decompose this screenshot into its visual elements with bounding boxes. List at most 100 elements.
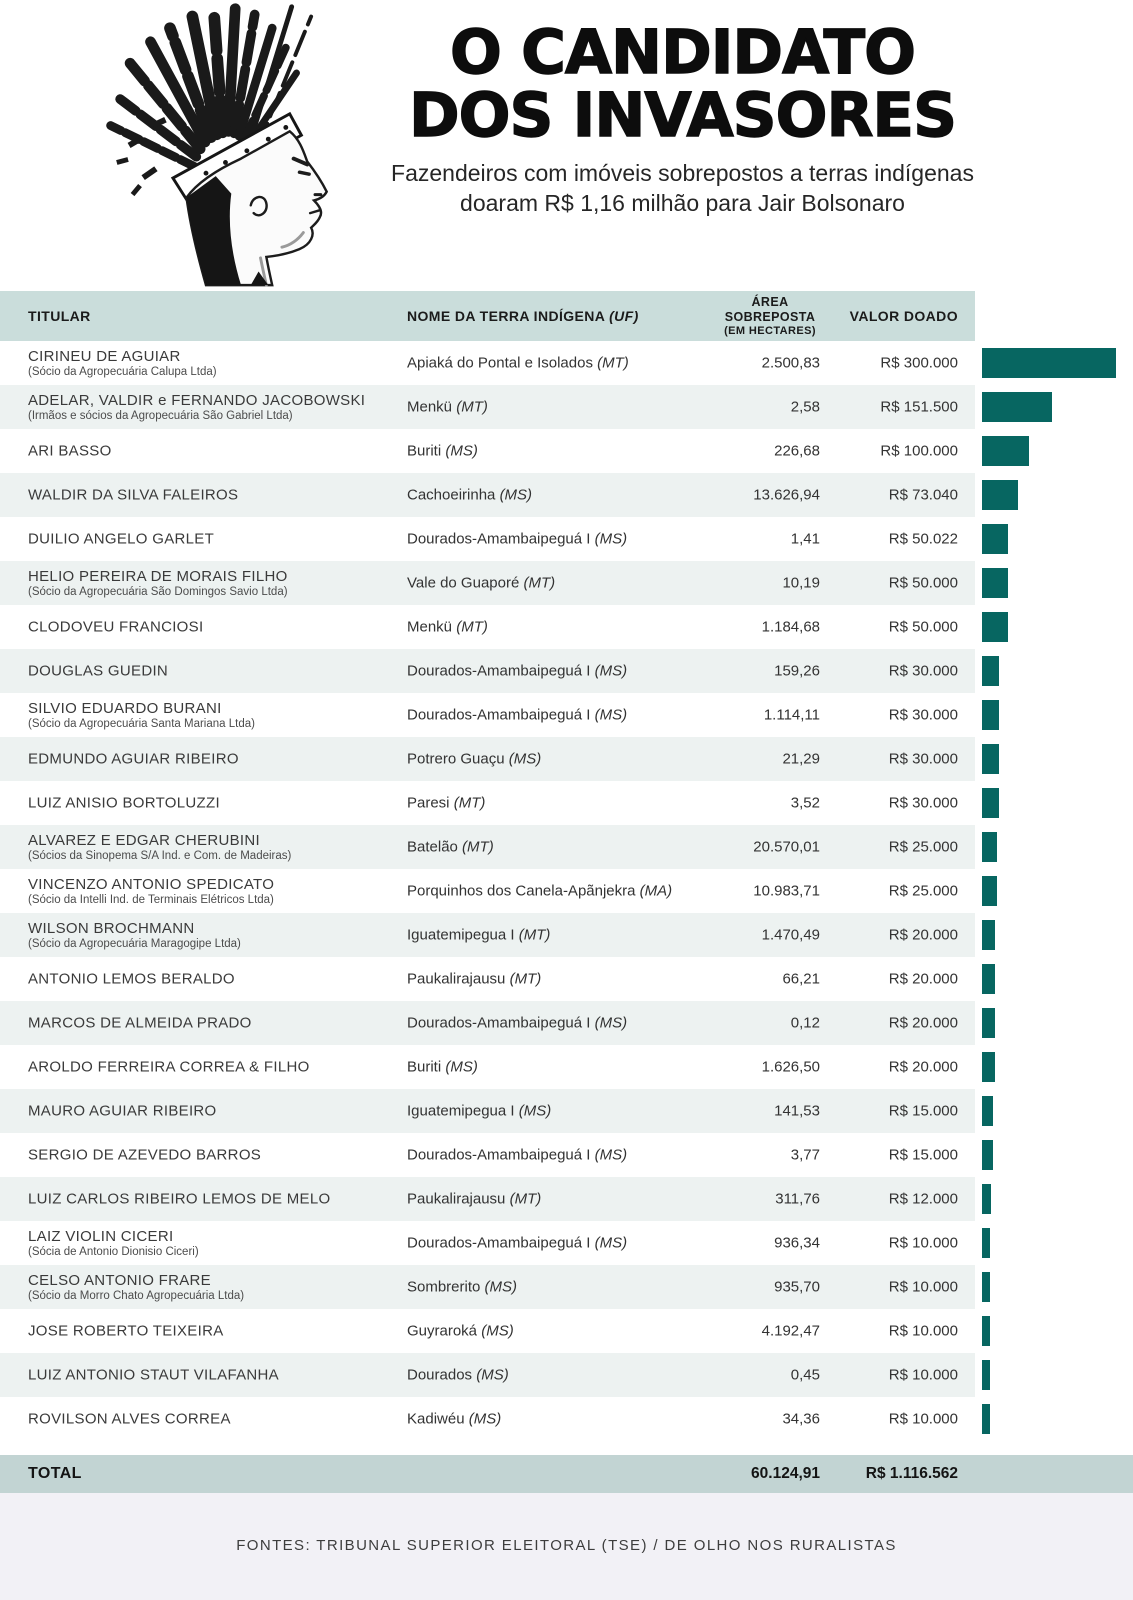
titular-name: MAURO AGUIAR RIBEIRO <box>28 1102 217 1120</box>
titular-cell: SILVIO EDUARDO BURANI (Sócio da Agropecuá… <box>28 700 393 730</box>
donation-bar <box>982 656 999 686</box>
collar-icon <box>250 271 269 286</box>
titular-name: LUIZ CARLOS RIBEIRO LEMOS DE MELO <box>28 1190 331 1208</box>
titular-cell: CELSO ANTONIO FRARE (Sócio da Morro Chato… <box>28 1272 393 1302</box>
donation-bar <box>982 1272 990 1302</box>
valor-cell: R$ 300.000 <box>880 354 958 372</box>
table-row: ARI BASSO Buriti (MS) 226,68 R$ 100.000 <box>0 429 1133 473</box>
terra-name: Dourados-Amambaipeguá I <box>407 1014 591 1032</box>
terra-cell: Vale do Guaporé (MT) <box>407 575 707 592</box>
terra-cell: Menkü (MT) <box>407 619 707 636</box>
terra-uf: (MS) <box>594 1014 628 1032</box>
donation-bar <box>982 1316 990 1346</box>
titular-cell: ROVILSON ALVES CORREA <box>28 1411 393 1428</box>
terra-name: Dourados <box>407 1366 473 1384</box>
titular-cell: HELIO PEREIRA DE MORAIS FILHO (Sócio da A… <box>28 568 393 598</box>
area-cell: 141,53 <box>774 1102 820 1120</box>
table-row: CIRINEU DE AGUIAR (Sócio da Agropecuária … <box>0 341 1133 385</box>
donations-table: TITULAR NOME DA TERRA INDÍGENA (UF) ÁREA… <box>0 291 1133 1493</box>
table-row: JOSE ROBERTO TEIXEIRA Guyraroká (MS) 4.192… <box>0 1309 1133 1353</box>
area-cell: 1.114,11 <box>763 706 820 724</box>
terra-cell: Kadiwéu (MS) <box>407 1411 707 1428</box>
terra-cell: Dourados-Amambaipeguá I (MS) <box>407 1015 707 1032</box>
titular-name: ANTONIO LEMOS BERALDO <box>28 970 235 988</box>
titular-cell: LUIZ CARLOS RIBEIRO LEMOS DE MELO <box>28 1191 393 1208</box>
titular-subtitle: (Sócio da Agropecuária Santa Mariana Ltd… <box>28 718 255 730</box>
terra-uf: (MT) <box>597 354 629 372</box>
table-row: SERGIO DE AZEVEDO BARROS Dourados-Amambai… <box>0 1133 1133 1177</box>
valor-cell: R$ 30.000 <box>888 750 958 768</box>
donation-bar <box>982 876 997 906</box>
area-cell: 1.184,68 <box>761 618 820 636</box>
area-cell: 2,58 <box>790 398 820 416</box>
valor-cell: R$ 30.000 <box>888 706 958 724</box>
terra-name: Iguatemipegua I <box>407 926 515 944</box>
titular-name: ADELAR, VALDIR e FERNANDO JACOBOWSKI <box>28 392 366 409</box>
total-area-value: 60.124,91 <box>751 1465 820 1482</box>
area-cell: 4.192,47 <box>761 1322 820 1340</box>
column-header-area-line3: (EM HECTARES) <box>724 324 816 337</box>
valor-cell: R$ 20.000 <box>888 1058 958 1076</box>
terra-uf: (MT) <box>523 574 556 592</box>
terra-name: Dourados-Amambaipeguá I <box>407 662 591 680</box>
titular-cell: LUIZ ANTONIO STAUT VILAFANHA <box>28 1367 393 1384</box>
terra-cell: Paresi (MT) <box>407 795 707 812</box>
column-header-area-line2: SOBREPOSTA <box>724 309 816 324</box>
titular-name: AROLDO FERREIRA CORREA & FILHO <box>28 1058 310 1076</box>
donation-bar <box>982 744 999 774</box>
terra-cell: Buriti (MS) <box>407 443 707 460</box>
donation-bar <box>982 348 1116 378</box>
valor-cell: R$ 30.000 <box>888 662 958 680</box>
titular-cell: CIRINEU DE AGUIAR (Sócio da Agropecuária … <box>28 348 393 378</box>
titular-cell: ANTONIO LEMOS BERALDO <box>28 971 393 988</box>
titular-name: SILVIO EDUARDO BURANI <box>28 700 222 717</box>
title-line-1: O CANDIDATO <box>449 17 916 88</box>
valor-cell: R$ 10.000 <box>888 1366 958 1384</box>
donation-bar <box>982 480 1018 510</box>
terra-cell: Buriti (MS) <box>407 1059 707 1076</box>
titular-cell: ADELAR, VALDIR e FERNANDO JACOBOWSKI (Irm… <box>28 392 393 422</box>
titular-subtitle: (Sócio da Intelli Ind. de Terminais Elét… <box>28 894 274 906</box>
terra-cell: Porquinhos dos Canela-Apãnjekra (MA) <box>407 883 707 900</box>
titular-name: SERGIO DE AZEVEDO BARROS <box>28 1146 262 1164</box>
terra-cell: Iguatemipegua I (MT) <box>407 927 707 944</box>
terra-uf: (MS) <box>445 1058 478 1076</box>
area-cell: 10.983,71 <box>753 882 820 900</box>
valor-cell: R$ 100.000 <box>880 442 958 460</box>
table-row: AROLDO FERREIRA CORREA & FILHO Buriti (MS… <box>0 1045 1133 1089</box>
terra-name: Buriti <box>407 1058 442 1076</box>
area-cell: 0,45 <box>790 1366 820 1384</box>
donation-bar <box>982 1360 990 1390</box>
terra-name: Sombrerito <box>407 1278 481 1296</box>
terra-uf: (MT) <box>462 838 494 856</box>
valor-cell: R$ 10.000 <box>888 1234 958 1252</box>
valor-cell: R$ 20.000 <box>888 970 958 988</box>
table-row: CELSO ANTONIO FRARE (Sócio da Morro Chato… <box>0 1265 1133 1309</box>
titular-name: HELIO PEREIRA DE MORAIS FILHO <box>28 568 288 585</box>
titular-name: ARI BASSO <box>28 442 112 460</box>
table-row: HELIO PEREIRA DE MORAIS FILHO (Sócio da A… <box>0 561 1133 605</box>
terra-cell: Cachoeirinha (MS) <box>407 487 707 504</box>
terra-name: Guyraroká <box>407 1322 478 1340</box>
table-row: LAIZ VIOLIN CICERI (Sócia de Antonio Dion… <box>0 1221 1133 1265</box>
terra-name: Paresi <box>407 794 450 812</box>
terra-uf: (MS) <box>594 662 628 680</box>
titular-name: CLODOVEU FRANCIOSI <box>28 618 204 636</box>
donation-bar <box>982 920 995 950</box>
valor-cell: R$ 20.000 <box>888 1014 958 1032</box>
area-cell: 226,68 <box>774 442 820 460</box>
terra-name: Cachoeirinha <box>407 486 496 504</box>
area-cell: 1,41 <box>790 530 820 548</box>
total-row: TOTAL 60.124,91 R$ 1.116.562 <box>0 1455 1133 1493</box>
table-row: ADELAR, VALDIR e FERNANDO JACOBOWSKI (Irm… <box>0 385 1133 429</box>
table-row: ALVAREZ E EDGAR CHERUBINI (Sócios da Sino… <box>0 825 1133 869</box>
terra-name: Paukalirajausu <box>407 970 506 988</box>
area-cell: 935,70 <box>774 1278 820 1296</box>
area-cell: 20.570,01 <box>753 838 820 856</box>
titular-name: DUILIO ANGELO GARLET <box>28 530 215 548</box>
table-row: LUIZ ANISIO BORTOLUZZI Paresi (MT) 3,52 R$ … <box>0 781 1133 825</box>
column-header-uf-label: (UF) <box>609 308 639 324</box>
donation-bar <box>982 436 1029 466</box>
terra-cell: Dourados (MS) <box>407 1367 707 1384</box>
terra-cell: Sombrerito (MS) <box>407 1279 707 1296</box>
